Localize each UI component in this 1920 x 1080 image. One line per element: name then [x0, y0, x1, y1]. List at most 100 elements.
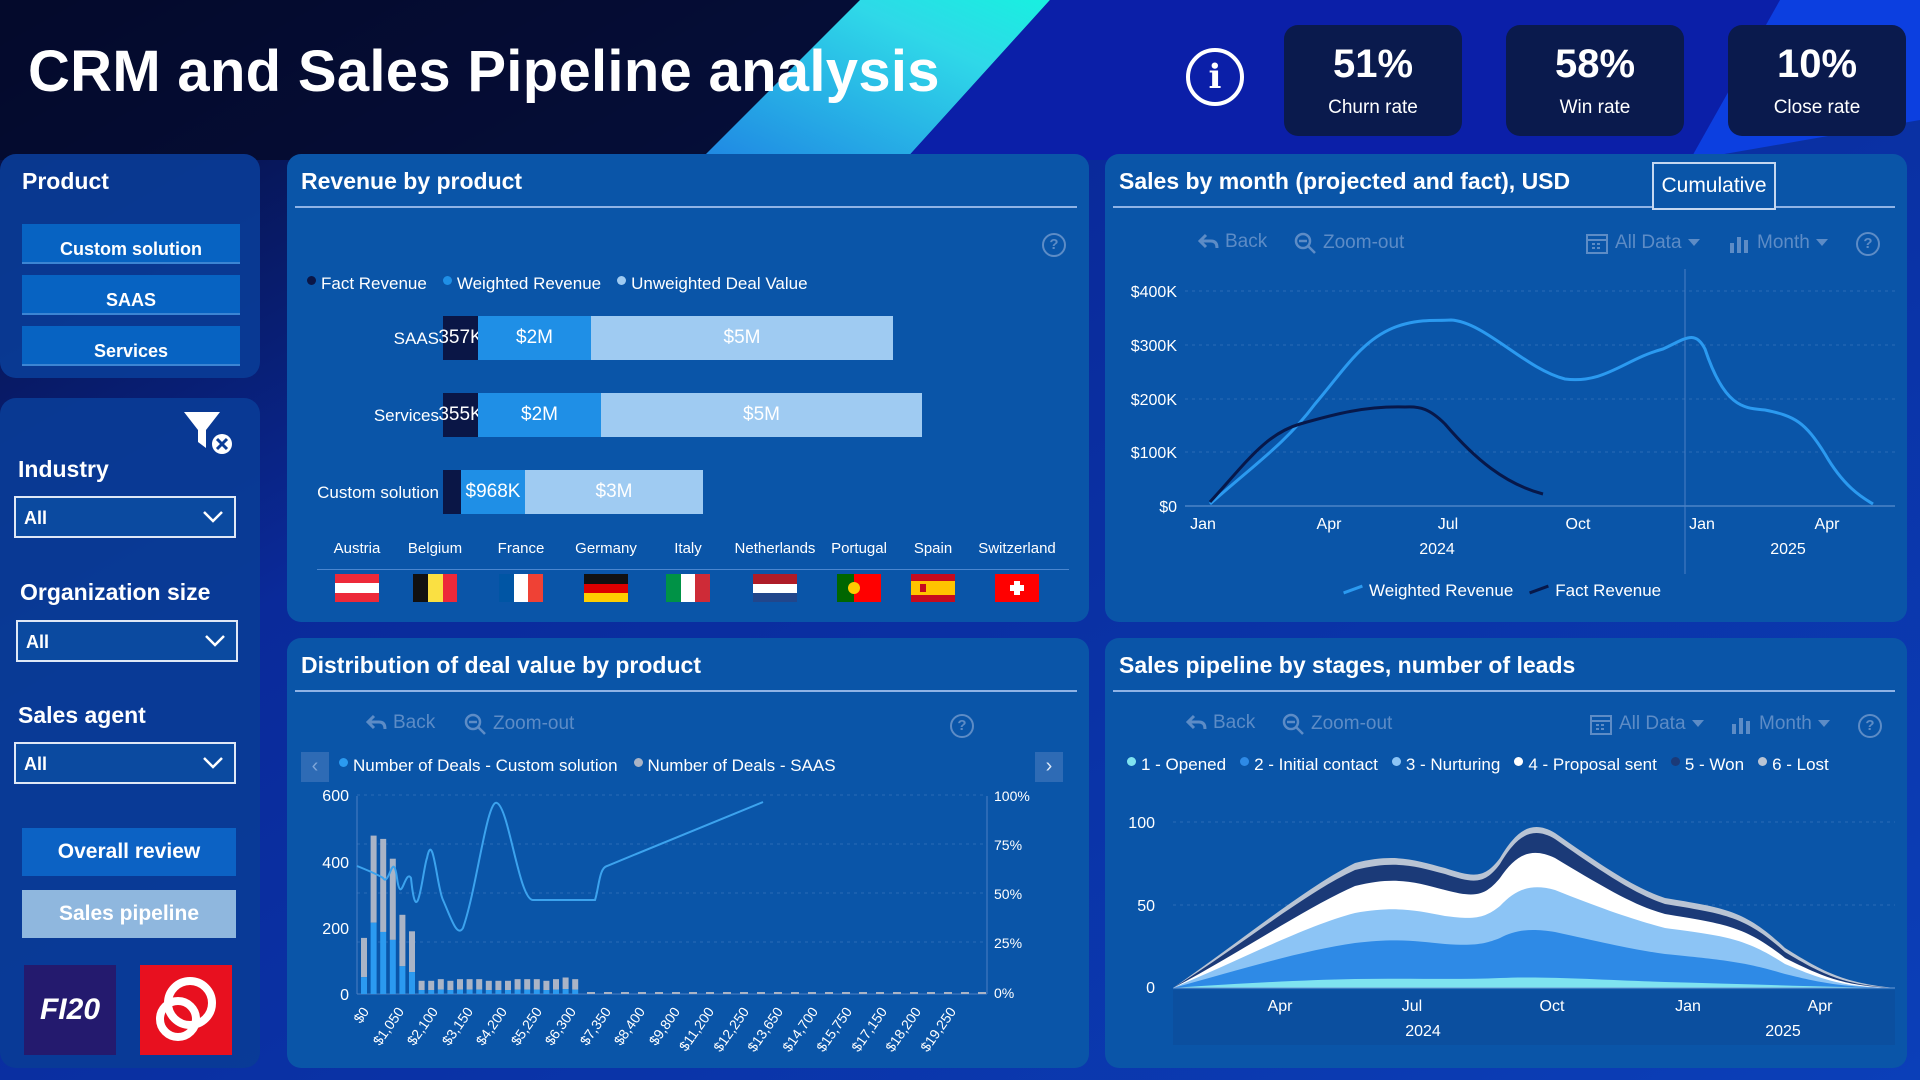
bar-custom-solution[interactable]: [418, 990, 425, 994]
country-portugal[interactable]: Portugal: [831, 540, 887, 557]
bar-saas[interactable]: [944, 992, 952, 994]
bar-custom-solution[interactable]: [514, 989, 521, 994]
bar-custom-solution[interactable]: [428, 990, 435, 994]
country-switzerland[interactable]: Switzerland: [978, 540, 1056, 557]
back-button[interactable]: Back: [1185, 712, 1255, 734]
all-data-dropdown[interactable]: All Data: [1585, 231, 1700, 255]
bar-saas[interactable]: [572, 979, 579, 990]
bar-custom-solution[interactable]: [380, 931, 387, 994]
bar-saas[interactable]: [825, 992, 833, 994]
bar-custom-solution[interactable]: [457, 989, 463, 994]
bar-saas[interactable]: [927, 992, 935, 994]
bar-fact-saas[interactable]: 357K: [438, 316, 483, 360]
back-button[interactable]: Back: [1197, 231, 1267, 253]
country-germany[interactable]: Germany: [575, 540, 637, 557]
country-netherlands[interactable]: Netherlands: [734, 540, 816, 557]
fact-revenue-line[interactable]: [1208, 405, 1544, 504]
bar-weighted-custom-solution[interactable]: $968K: [461, 470, 525, 514]
bar-saas[interactable]: [428, 980, 435, 991]
bar-custom-solution[interactable]: [553, 989, 559, 994]
bar-saas[interactable]: [757, 992, 765, 994]
bar-saas[interactable]: [791, 992, 799, 994]
bar-saas[interactable]: [740, 992, 748, 994]
bar-saas[interactable]: [655, 992, 663, 994]
bar-custom-solution[interactable]: [370, 922, 377, 994]
bar-weighted-saas[interactable]: $2M: [478, 316, 591, 360]
bar-saas[interactable]: [485, 980, 492, 991]
bar-unweighted-custom-solution[interactable]: $3M: [525, 470, 703, 514]
bar-fact-custom-solution[interactable]: [443, 470, 461, 514]
bar-custom-solution[interactable]: [505, 990, 511, 994]
bar-saas[interactable]: [706, 992, 714, 994]
back-button[interactable]: Back: [365, 712, 435, 734]
bar-weighted-services[interactable]: $2M: [478, 393, 601, 437]
cumulative-toggle[interactable]: Cumulative: [1652, 162, 1776, 210]
bar-custom-solution[interactable]: [543, 990, 550, 994]
bar-saas[interactable]: [553, 979, 559, 990]
bar-custom-solution[interactable]: [495, 990, 502, 994]
country-spain[interactable]: Spain: [913, 540, 953, 557]
product-button-services[interactable]: Services: [22, 326, 240, 366]
legend-next-button[interactable]: ›: [1035, 752, 1063, 782]
bar-saas[interactable]: [543, 980, 550, 991]
bar-saas[interactable]: [505, 980, 511, 991]
product-button-saas[interactable]: SAAS: [22, 275, 240, 315]
bar-saas[interactable]: [587, 992, 595, 994]
bar-custom-solution[interactable]: [361, 977, 367, 994]
help-icon[interactable]: ?: [1042, 233, 1066, 257]
bar-saas[interactable]: [447, 980, 454, 991]
country-austria[interactable]: Austria: [333, 540, 381, 557]
bar-custom-solution[interactable]: [399, 966, 406, 994]
bar-custom-solution[interactable]: [409, 972, 415, 994]
bar-saas[interactable]: [978, 992, 986, 994]
bar-saas[interactable]: [437, 979, 444, 990]
bar-custom-solution[interactable]: [466, 989, 473, 994]
country-france[interactable]: France: [497, 540, 545, 557]
bar-saas[interactable]: [370, 835, 377, 923]
sales-pipeline-button[interactable]: Sales pipeline: [22, 890, 236, 938]
bar-unweighted-saas[interactable]: $5M: [591, 316, 893, 360]
bar-saas[interactable]: [893, 992, 901, 994]
bar-saas[interactable]: [774, 992, 782, 994]
country-belgium[interactable]: Belgium: [407, 540, 463, 557]
bar-saas[interactable]: [409, 931, 415, 973]
bar-saas[interactable]: [808, 992, 816, 994]
overall-review-button[interactable]: Overall review: [22, 828, 236, 876]
bar-custom-solution[interactable]: [389, 939, 396, 994]
bar-saas[interactable]: [562, 977, 569, 990]
bar-saas[interactable]: [514, 979, 521, 990]
bar-saas[interactable]: [621, 992, 629, 994]
zoom-out-button[interactable]: Zoom-out: [1293, 231, 1404, 255]
help-icon[interactable]: ?: [950, 714, 974, 738]
pipeline-area-initial-contact[interactable]: [1173, 930, 1895, 988]
bar-custom-solution[interactable]: [562, 989, 569, 994]
bar-fact-services[interactable]: 355K: [438, 393, 483, 437]
industry-dropdown[interactable]: All: [14, 496, 236, 538]
bar-saas[interactable]: [723, 992, 731, 994]
zoom-out-button[interactable]: Zoom-out: [463, 712, 574, 736]
help-icon[interactable]: ?: [1858, 714, 1882, 738]
pipeline-area-opened[interactable]: [1173, 977, 1895, 988]
bar-saas[interactable]: [399, 914, 406, 967]
cumulative-share-line[interactable]: [356, 801, 764, 932]
bar-saas[interactable]: [859, 992, 867, 994]
bar-custom-solution[interactable]: [533, 989, 540, 994]
bar-saas[interactable]: [524, 979, 531, 990]
organization-size-dropdown[interactable]: All: [16, 620, 238, 662]
clear-filter-icon[interactable]: [180, 408, 236, 458]
info-icon[interactable]: i: [1186, 48, 1244, 106]
bar-saas[interactable]: [389, 858, 396, 940]
month-dropdown[interactable]: Month: [1727, 231, 1828, 255]
bar-saas[interactable]: [361, 937, 367, 978]
bar-saas[interactable]: [876, 992, 884, 994]
month-dropdown[interactable]: Month: [1729, 712, 1830, 736]
bar-saas[interactable]: [533, 979, 540, 990]
product-button-custom-solution[interactable]: Custom solution: [22, 224, 240, 264]
help-icon[interactable]: ?: [1856, 232, 1880, 256]
bar-custom-solution[interactable]: [485, 990, 492, 994]
bar-custom-solution[interactable]: [572, 989, 579, 994]
bar-saas[interactable]: [604, 992, 612, 994]
bar-custom-solution[interactable]: [476, 989, 483, 994]
bar-saas[interactable]: [672, 992, 680, 994]
all-data-dropdown[interactable]: All Data: [1589, 712, 1704, 736]
